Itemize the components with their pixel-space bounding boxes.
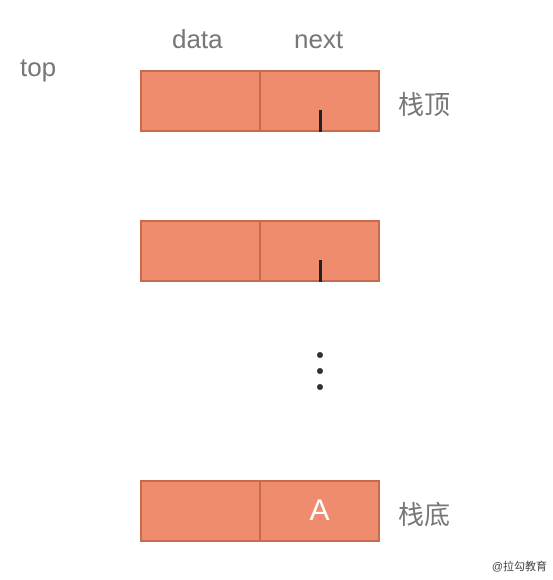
header-data-label: data — [172, 24, 223, 55]
ellipsis-dot — [317, 368, 323, 374]
node-next-cell: A — [260, 480, 380, 542]
watermark: @拉勾教育 — [492, 558, 547, 574]
ellipsis-dots — [317, 352, 323, 390]
node-data-cell — [140, 220, 260, 282]
ellipsis-dot — [317, 384, 323, 390]
side-label-top: top — [20, 52, 56, 83]
pointer-arrow-stub — [319, 260, 322, 282]
side-label-stack-top: 栈顶 — [398, 85, 450, 122]
stack-diagram: data next top 栈顶栈底 A @拉勾教育 — [0, 0, 553, 580]
stack-node — [140, 220, 380, 282]
pointer-arrow-stub — [319, 110, 322, 132]
side-label-stack-bottom: 栈底 — [398, 495, 450, 532]
stack-node — [140, 70, 380, 132]
node-data-cell — [140, 480, 260, 542]
node-data-cell — [140, 70, 260, 132]
ellipsis-dot — [317, 352, 323, 358]
header-next-label: next — [294, 24, 343, 55]
stack-node: A — [140, 480, 380, 542]
